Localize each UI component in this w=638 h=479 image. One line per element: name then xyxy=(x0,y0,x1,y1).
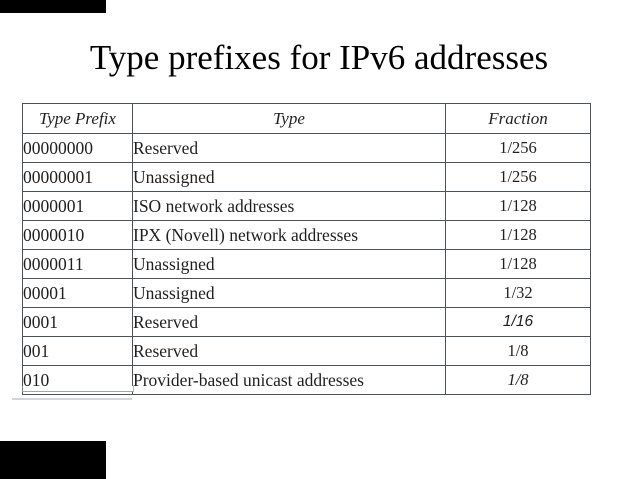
table-row: 00000001 Unassigned 1/256 xyxy=(22,162,591,192)
prefix-cell: 001 xyxy=(22,336,133,366)
table-row: 001 Reserved 1/8 xyxy=(22,336,591,366)
type-cell: Unassigned xyxy=(132,162,446,192)
type-cell: Unassigned xyxy=(132,249,446,279)
ipv6-prefix-table: Type Prefix Type Fraction 00000000 Reserv… xyxy=(22,103,591,395)
table-row: 00001 Unassigned 1/32 xyxy=(22,278,591,308)
table-row: 00000000 Reserved 1/256 xyxy=(22,133,591,163)
type-cell: Reserved xyxy=(132,133,446,163)
col-header-type: Type xyxy=(132,103,446,134)
prefix-cell: 00001 xyxy=(22,278,133,308)
type-cell: Reserved xyxy=(132,336,446,366)
table-row: 0001 Reserved 1/16 xyxy=(22,307,591,337)
fraction-cell: 1/16 xyxy=(445,307,591,337)
prefix-cell: 0000010 xyxy=(22,220,133,250)
fraction-cell: 1/8 xyxy=(445,365,591,395)
fraction-cell: 1/128 xyxy=(445,249,591,279)
col-header-type-prefix: Type Prefix xyxy=(22,103,133,134)
white-patch-artifact xyxy=(12,395,132,400)
prefix-cell: 00000000 xyxy=(22,133,133,163)
table-row: 0000011 Unassigned 1/128 xyxy=(22,249,591,279)
fraction-cell: 1/32 xyxy=(445,278,591,308)
type-cell: Reserved xyxy=(132,307,446,337)
prefix-cell: 0001 xyxy=(22,307,133,337)
fraction-cell: 1/128 xyxy=(445,191,591,221)
col-header-fraction: Fraction xyxy=(445,103,591,134)
fraction-cell: 1/256 xyxy=(445,162,591,192)
fraction-cell: 1/128 xyxy=(445,220,591,250)
prefix-table-body: 00000000 Reserved 1/256 00000001 Unassigned 1… xyxy=(22,133,591,395)
table-row: 0000001 ISO network addresses 1/128 xyxy=(22,191,591,221)
fraction-cell: 1/8 xyxy=(445,336,591,366)
type-cell: Provider-based unicast addresses xyxy=(132,365,446,395)
table-header-row: Type Prefix Type Fraction xyxy=(22,103,591,134)
prefix-cell: 0000001 xyxy=(22,191,133,221)
top-left-redaction-box xyxy=(0,0,106,13)
bottom-left-redaction-box xyxy=(0,441,106,479)
type-cell: Unassigned xyxy=(132,278,446,308)
type-cell: ISO network addresses xyxy=(132,191,446,221)
bottom-left-cell-extension xyxy=(22,386,134,392)
fraction-cell: 1/256 xyxy=(445,133,591,163)
type-cell: IPX (Novell) network addresses xyxy=(132,220,446,250)
slide-title: Type prefixes for IPv6 addresses xyxy=(89,38,549,77)
table-row: 0000010 IPX (Novell) network addresses 1/1… xyxy=(22,220,591,250)
prefix-cell: 0000011 xyxy=(22,249,133,279)
prefix-cell: 00000001 xyxy=(22,162,133,192)
